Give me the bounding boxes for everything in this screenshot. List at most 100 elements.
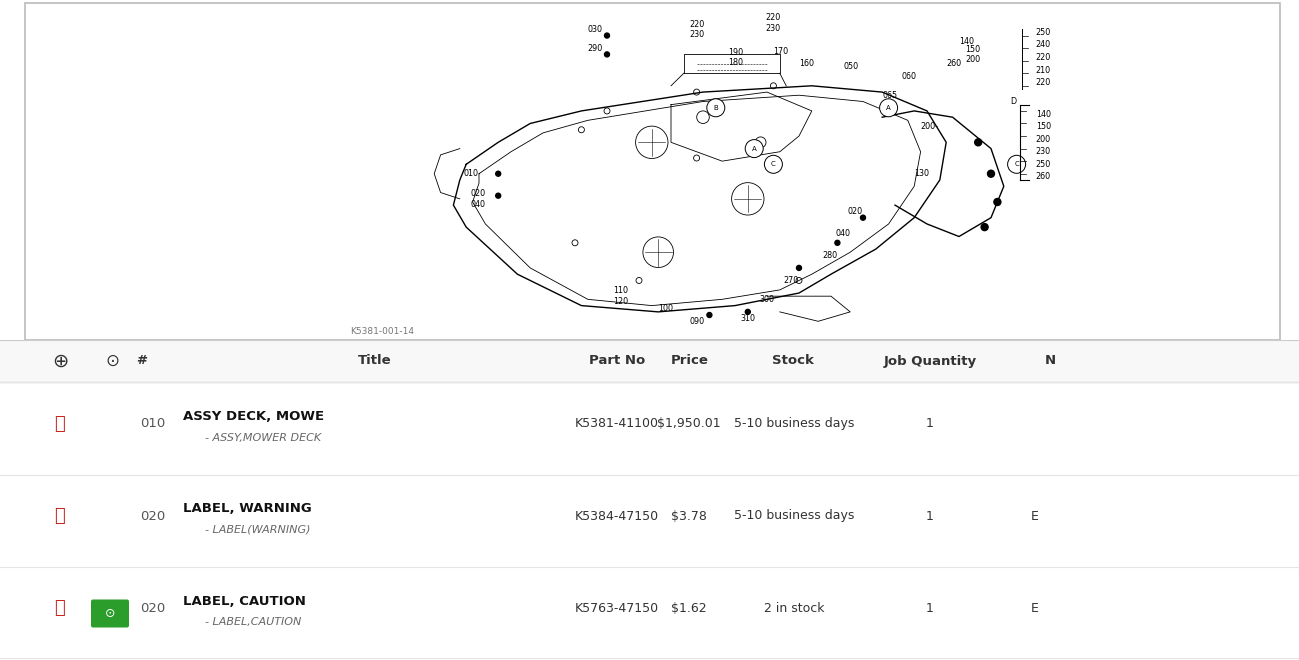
Text: 🛒: 🛒 — [55, 414, 65, 432]
Text: 100: 100 — [659, 304, 673, 313]
Text: K5381-001-14: K5381-001-14 — [349, 327, 414, 336]
Bar — [0, 475, 1299, 567]
Text: 190
180: 190 180 — [729, 48, 744, 67]
Circle shape — [707, 313, 712, 317]
Text: 230: 230 — [1035, 147, 1051, 156]
Circle shape — [764, 155, 782, 174]
Text: - LABEL,CAUTION: - LABEL,CAUTION — [205, 618, 301, 628]
Text: #: # — [136, 354, 148, 368]
Circle shape — [746, 310, 751, 314]
Text: ⊕: ⊕ — [52, 352, 68, 370]
Text: 220
230: 220 230 — [688, 20, 704, 39]
Text: 140: 140 — [1035, 110, 1051, 119]
Circle shape — [860, 215, 865, 220]
Text: E: E — [1031, 602, 1039, 615]
Text: 060: 060 — [902, 72, 916, 81]
Circle shape — [604, 33, 609, 38]
Text: K5381-41100: K5381-41100 — [575, 417, 659, 430]
Circle shape — [796, 265, 801, 271]
Bar — [0, 382, 1299, 475]
Circle shape — [981, 224, 989, 230]
Text: 270: 270 — [783, 276, 799, 285]
Text: 040: 040 — [835, 229, 851, 238]
Text: 210: 210 — [1035, 65, 1051, 75]
Text: 5-10 business days: 5-10 business days — [734, 417, 855, 430]
Text: 065: 065 — [882, 90, 898, 100]
Text: ASSY DECK, MOWE: ASSY DECK, MOWE — [183, 410, 325, 423]
Text: 1: 1 — [926, 602, 934, 615]
Circle shape — [974, 139, 982, 146]
Circle shape — [746, 196, 751, 201]
Text: 010: 010 — [464, 169, 479, 178]
Text: A: A — [752, 146, 756, 152]
Circle shape — [879, 99, 898, 117]
Circle shape — [604, 52, 609, 57]
Text: 280: 280 — [822, 251, 838, 260]
Circle shape — [835, 240, 840, 246]
Text: LABEL, WARNING: LABEL, WARNING — [183, 502, 312, 515]
Text: 5-10 business days: 5-10 business days — [734, 510, 855, 523]
Text: 170: 170 — [773, 47, 788, 55]
Circle shape — [496, 171, 500, 176]
Circle shape — [656, 249, 661, 255]
Bar — [25, 3, 1280, 340]
Text: B: B — [713, 105, 718, 111]
Text: 220: 220 — [1035, 53, 1051, 62]
Text: 010: 010 — [140, 417, 166, 430]
Text: 200: 200 — [1035, 135, 1051, 144]
Text: C: C — [1015, 161, 1018, 167]
Text: 020: 020 — [140, 602, 166, 615]
FancyBboxPatch shape — [91, 599, 129, 628]
Text: A: A — [886, 105, 891, 111]
Circle shape — [707, 99, 725, 117]
Text: K5384-47150: K5384-47150 — [575, 510, 659, 523]
Text: ⊙: ⊙ — [105, 607, 116, 620]
Text: 290: 290 — [588, 44, 603, 53]
Circle shape — [994, 199, 1002, 205]
Text: 220: 220 — [1035, 78, 1051, 87]
Text: 200-: 200- — [921, 122, 939, 131]
Text: 310: 310 — [740, 314, 755, 323]
Circle shape — [987, 170, 995, 178]
Text: 130: 130 — [914, 169, 929, 178]
Text: Title: Title — [359, 354, 392, 368]
Text: $1.62: $1.62 — [672, 602, 707, 615]
Text: K5763-47150: K5763-47150 — [575, 602, 659, 615]
Circle shape — [1008, 155, 1026, 174]
Text: 020: 020 — [140, 510, 166, 523]
Text: 020
040: 020 040 — [470, 189, 486, 209]
Circle shape — [496, 193, 500, 198]
Text: 250: 250 — [1035, 160, 1051, 169]
Text: 1: 1 — [926, 417, 934, 430]
Text: 240: 240 — [1035, 40, 1051, 50]
Text: $3.78: $3.78 — [672, 510, 707, 523]
Text: D: D — [1011, 97, 1016, 106]
Text: LABEL, CAUTION: LABEL, CAUTION — [183, 595, 305, 608]
Text: 030: 030 — [588, 25, 603, 34]
Text: 150: 150 — [1035, 122, 1051, 131]
Text: N: N — [1044, 354, 1056, 368]
Text: 🛒: 🛒 — [55, 599, 65, 618]
Text: 1: 1 — [926, 510, 934, 523]
Text: 220
230: 220 230 — [766, 13, 781, 33]
Text: - LABEL(WARNING): - LABEL(WARNING) — [205, 525, 310, 535]
Text: ⊙: ⊙ — [105, 352, 120, 370]
Text: 090: 090 — [688, 317, 704, 326]
Text: 250: 250 — [1035, 28, 1051, 37]
Text: Part No: Part No — [588, 354, 646, 368]
Text: 160: 160 — [799, 59, 814, 69]
Circle shape — [746, 140, 764, 158]
Text: 050: 050 — [844, 63, 859, 71]
Text: 2 in stock: 2 in stock — [764, 602, 825, 615]
Text: 020: 020 — [848, 207, 863, 216]
Text: 140: 140 — [959, 38, 974, 46]
Circle shape — [650, 140, 655, 145]
Text: 260: 260 — [946, 59, 961, 69]
Text: Job Quantity: Job Quantity — [883, 354, 977, 368]
Text: $1,950.01: $1,950.01 — [657, 417, 721, 430]
Bar — [0, 340, 1299, 382]
Text: 260: 260 — [1035, 172, 1051, 182]
Text: - ASSY,MOWER DECK: - ASSY,MOWER DECK — [205, 432, 321, 442]
Text: C: C — [772, 161, 776, 167]
Text: 300: 300 — [760, 295, 774, 304]
